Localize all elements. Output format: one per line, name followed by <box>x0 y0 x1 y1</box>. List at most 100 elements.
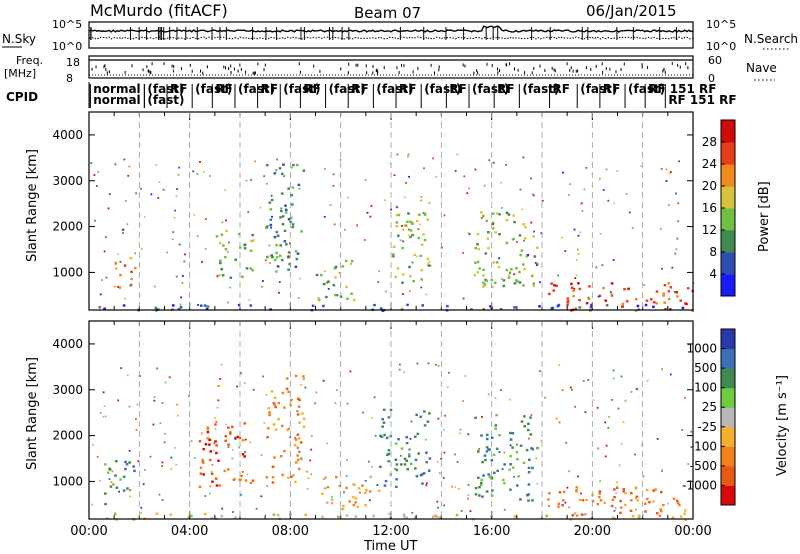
data-cell <box>243 422 247 425</box>
scatter-cell <box>530 414 533 416</box>
scatter-cell <box>202 462 205 465</box>
scatter-cell <box>425 293 428 296</box>
data-cell <box>201 461 205 464</box>
scatter-cell <box>511 238 514 241</box>
data-cell <box>269 223 273 227</box>
data-cell <box>296 458 300 461</box>
data-cell <box>402 513 406 516</box>
data-cell <box>296 397 300 400</box>
data-cell <box>482 281 485 284</box>
scatter-cell <box>437 506 439 509</box>
scatter-cell <box>661 368 663 371</box>
data-cell <box>199 472 203 475</box>
scatter-cell <box>129 495 132 498</box>
scatter-cell <box>170 456 173 459</box>
scatter-cell <box>176 188 178 190</box>
data-cell <box>199 466 203 469</box>
data-cell <box>652 489 655 492</box>
data-cell <box>394 275 397 279</box>
data-cell <box>491 227 495 230</box>
data-cell <box>477 247 481 251</box>
scatter-cell <box>498 451 501 453</box>
scatter-cell <box>262 280 264 282</box>
scatter-cell <box>377 281 380 283</box>
scatter-cell <box>278 291 280 294</box>
scatter-cell <box>172 231 175 233</box>
data-cell <box>590 303 593 307</box>
data-cell <box>222 244 225 247</box>
data-cell <box>198 440 202 443</box>
data-cell <box>387 449 391 452</box>
scatter-cell <box>177 414 179 417</box>
y-tick-label: 1000 <box>52 474 83 488</box>
data-cell <box>292 163 295 167</box>
data-cell <box>578 306 582 309</box>
cpid-entry: (fast) <box>376 82 413 96</box>
data-cell <box>274 405 277 409</box>
data-cell <box>481 214 485 218</box>
scatter-cell <box>402 240 405 243</box>
scatter-cell <box>99 293 102 296</box>
scatter-cell <box>561 389 564 392</box>
scatter-cell <box>598 177 601 180</box>
scatter-cell <box>613 202 616 205</box>
data-cell <box>604 299 608 302</box>
cpid-label: CPID <box>6 90 38 104</box>
data-cell <box>502 478 505 482</box>
scatter-cell <box>616 481 618 484</box>
data-cell <box>487 247 490 250</box>
data-cell <box>214 440 217 443</box>
data-cell <box>518 234 522 237</box>
scatter-cell <box>569 183 571 186</box>
data-cell <box>505 268 508 272</box>
colorbar-swatch <box>721 407 735 428</box>
data-cell <box>288 263 291 266</box>
scatter-cell <box>467 433 470 436</box>
data-cell <box>284 204 287 207</box>
data-cell <box>515 451 519 454</box>
data-cell <box>342 504 345 508</box>
data-cell <box>474 261 477 264</box>
cpid-entry: (fast) <box>283 82 320 96</box>
data-cell <box>492 261 496 264</box>
scatter-cell <box>280 207 283 210</box>
data-cell <box>676 501 680 505</box>
scatter-cell <box>304 386 307 389</box>
data-cell <box>490 476 494 479</box>
data-cell <box>270 198 274 202</box>
scatter-cell <box>338 271 341 274</box>
data-cell <box>509 454 512 458</box>
data-cell <box>275 251 278 255</box>
scatter-cell <box>573 228 576 231</box>
data-cell <box>494 427 497 430</box>
data-cell <box>470 308 473 311</box>
scatter-cell <box>252 388 255 391</box>
data-cell <box>482 285 485 288</box>
scatter-cell <box>402 228 405 231</box>
scatter-cell <box>120 367 123 369</box>
scatter-cell <box>659 227 662 230</box>
data-cell <box>387 416 391 419</box>
scatter-cell <box>607 426 610 429</box>
velocity-panel-frame <box>88 320 694 520</box>
scatter-cell <box>119 260 122 263</box>
scatter-cell <box>232 511 234 513</box>
data-cell <box>575 514 579 517</box>
cpid-entry: (fast) <box>580 82 617 96</box>
data-cell <box>383 433 386 437</box>
data-cell <box>488 475 492 479</box>
scatter-cell <box>192 170 195 173</box>
scatter-cell <box>462 400 464 402</box>
scatter-cell <box>214 428 217 430</box>
data-cell <box>481 495 484 498</box>
scatter-cell <box>310 473 313 476</box>
cpid-entry: (fast) <box>147 93 184 107</box>
data-cell <box>294 438 298 441</box>
data-cell <box>293 444 297 447</box>
data-cell <box>479 483 483 487</box>
data-cell <box>353 483 356 486</box>
scatter-cell <box>364 480 367 482</box>
data-cell <box>341 507 345 511</box>
scatter-cell <box>244 438 247 441</box>
data-cell <box>619 499 622 503</box>
